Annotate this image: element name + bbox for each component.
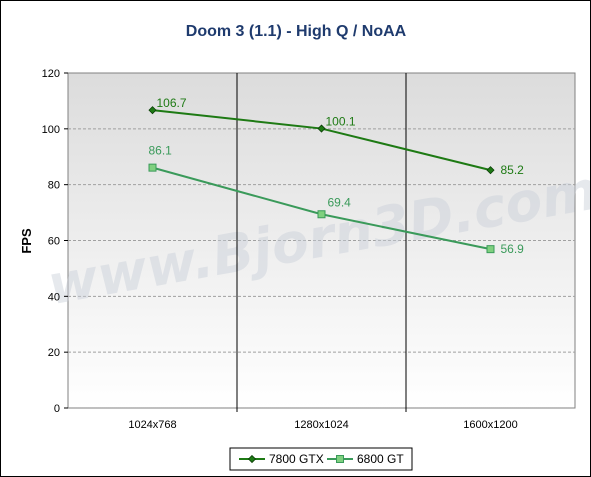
square-marker — [317, 210, 326, 219]
y-tick-label: 80 — [48, 180, 60, 192]
legend-label: 7800 GTX — [269, 452, 324, 466]
series-layer: 106.7 100.1 85.2 86.1 69.4 56.9 — [148, 96, 525, 256]
diamond-marker — [486, 166, 495, 175]
y-axis-title: FPS — [19, 228, 34, 254]
legend-item: 6800 GT — [327, 452, 404, 466]
square-marker — [148, 163, 157, 172]
data-label: 100.1 — [326, 115, 356, 129]
y-tick-label: 60 — [48, 236, 60, 248]
series-0: 106.7 100.1 85.2 — [148, 96, 525, 177]
diamond-marker — [247, 454, 257, 464]
y-tick-label: 100 — [42, 124, 60, 136]
series-1: 86.1 69.4 56.9 — [148, 144, 525, 256]
y-tick-label: 40 — [48, 291, 60, 303]
legend: 7800 GTX 6800 GT — [229, 447, 413, 471]
square-marker — [486, 245, 495, 254]
legend-label: 6800 GT — [357, 452, 404, 466]
y-tick-label: 20 — [48, 347, 60, 359]
legend-box — [229, 447, 413, 471]
y-tick-label: 120 — [42, 68, 60, 80]
legend-item: 7800 GTX — [239, 452, 324, 466]
data-label: 56.9 — [501, 242, 525, 256]
data-label: 86.1 — [149, 144, 173, 158]
chart-title: Doom 3 (1.1) - High Q / NoAA — [186, 23, 407, 40]
axes: 0 20 40 60 80 100 120 1024x768 1280x1024 1600x120… — [42, 68, 518, 431]
x-tick-label: 1600x1200 — [463, 419, 517, 431]
x-tick-label: 1280x1024 — [294, 419, 348, 431]
y-tick-label: 0 — [54, 403, 60, 415]
data-label: 85.2 — [501, 163, 525, 177]
data-label: 106.7 — [157, 96, 187, 110]
square-marker — [336, 455, 344, 463]
x-tick-label: 1024x768 — [128, 419, 176, 431]
data-label: 69.4 — [328, 195, 352, 209]
gridlines — [68, 128, 575, 353]
diamond-marker — [317, 124, 326, 133]
diamond-marker — [148, 106, 157, 115]
